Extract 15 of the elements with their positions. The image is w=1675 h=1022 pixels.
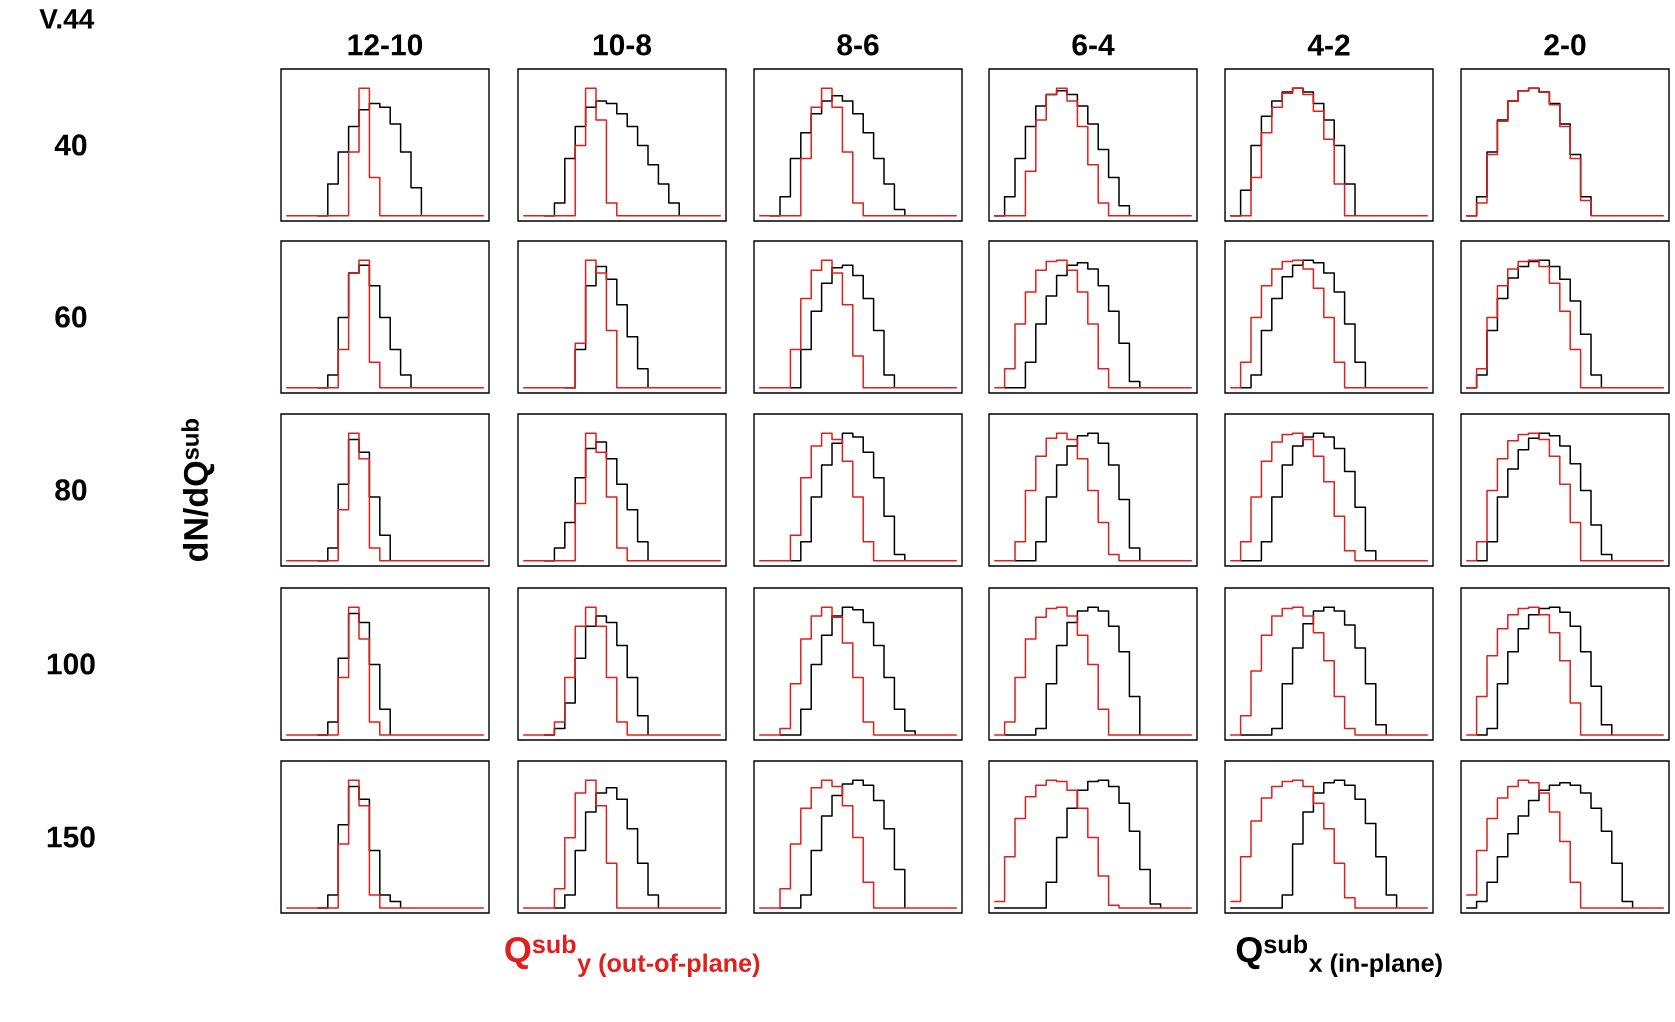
- text: V.44: [39, 9, 95, 29]
- chart-title: 2-0: [1544, 34, 1586, 56]
- chart-title: 4-2: [1307, 34, 1350, 56]
- text: dN/dQ$^{sub}$: [181, 419, 215, 561]
- series-label: Q$^{sub}$y (out-of-plane): [505, 934, 760, 977]
- chart-title: 8-6: [837, 34, 879, 56]
- y-axis-title: 100: [47, 653, 95, 675]
- chart-title: 10-8: [593, 34, 652, 56]
- y-axis-title: 80: [55, 479, 87, 501]
- chart-title: 6-4: [1072, 34, 1115, 56]
- series-label: Q$^{sub}$x (in-plane): [1236, 934, 1442, 977]
- chart-title: 12-10: [348, 34, 423, 56]
- y-axis-title: 150: [47, 826, 95, 848]
- y-axis-title: 40: [54, 134, 87, 156]
- y-axis-title: 60: [55, 306, 87, 328]
